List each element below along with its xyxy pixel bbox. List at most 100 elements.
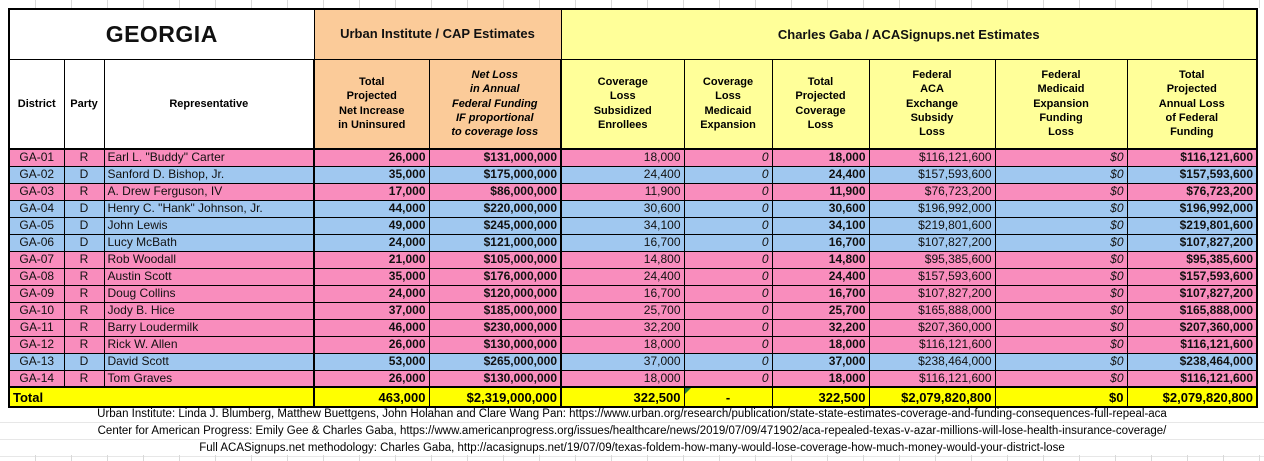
medicaid-expansion-cell[interactable]: 0 xyxy=(683,148,773,167)
net-increase-cell[interactable]: 49,000 xyxy=(313,216,430,235)
representative-cell[interactable]: Earl L. "Buddy" Carter xyxy=(103,148,315,167)
total-net-increase-cell[interactable]: 463,000 xyxy=(313,386,430,408)
column-header-exchange-subsidy-loss[interactable]: Federal ACA Exchange Subsidy Loss xyxy=(868,58,996,150)
total-coverage-loss-cell[interactable]: 11,900 xyxy=(771,182,870,201)
subsidized-enrollees-cell[interactable]: 32,200 xyxy=(560,318,685,337)
subsidized-enrollees-cell[interactable]: 30,600 xyxy=(560,199,685,218)
medicaid-funding-loss-cell[interactable]: $0 xyxy=(994,216,1128,235)
net-increase-cell[interactable]: 21,000 xyxy=(313,250,430,269)
district-cell[interactable]: GA-13 xyxy=(8,352,65,371)
total-coverage-loss-cell[interactable]: 18,000 xyxy=(771,148,870,167)
total-annual-loss-cell[interactable]: $219,801,600 xyxy=(1126,216,1258,235)
medicaid-funding-loss-cell[interactable]: $0 xyxy=(994,369,1128,388)
total-coverage-loss-cell[interactable]: 16,700 xyxy=(771,284,870,303)
representative-cell[interactable]: Rick W. Allen xyxy=(103,335,315,354)
net-increase-cell[interactable]: 44,000 xyxy=(313,199,430,218)
total-annual-loss-cell[interactable]: $76,723,200 xyxy=(1126,182,1258,201)
representative-cell[interactable]: David Scott xyxy=(103,352,315,371)
urban-institute-section-header[interactable]: Urban Institute / CAP Estimates xyxy=(313,8,562,60)
representative-cell[interactable]: Sanford D. Bishop, Jr. xyxy=(103,165,315,184)
representative-cell[interactable]: A. Drew Ferguson, IV xyxy=(103,182,315,201)
total-coverage-loss-cell[interactable]: 37,000 xyxy=(771,352,870,371)
total-label-cell[interactable]: Total xyxy=(8,386,315,408)
district-cell[interactable]: GA-10 xyxy=(8,301,65,320)
total-annual-loss-cell[interactable]: $157,593,600 xyxy=(1126,267,1258,286)
medicaid-funding-loss-cell[interactable]: $0 xyxy=(994,165,1128,184)
exchange-subsidy-loss-cell[interactable]: $95,385,600 xyxy=(868,250,996,269)
district-cell[interactable]: GA-03 xyxy=(8,182,65,201)
net-increase-cell[interactable]: 35,000 xyxy=(313,267,430,286)
total-coverage-loss-cell[interactable]: 32,200 xyxy=(771,318,870,337)
medicaid-funding-loss-cell[interactable]: $0 xyxy=(994,233,1128,252)
district-cell[interactable]: GA-09 xyxy=(8,284,65,303)
medicaid-expansion-cell[interactable]: 0 xyxy=(683,318,773,337)
net-loss-cell[interactable]: $176,000,000 xyxy=(428,267,562,286)
subsidized-enrollees-cell[interactable]: 25,700 xyxy=(560,301,685,320)
representative-cell[interactable]: Tom Graves xyxy=(103,369,315,388)
column-header-total-coverage-loss[interactable]: Total Projected Coverage Loss xyxy=(771,58,870,150)
net-loss-cell[interactable]: $185,000,000 xyxy=(428,301,562,320)
exchange-subsidy-loss-cell[interactable]: $157,593,600 xyxy=(868,165,996,184)
party-cell[interactable]: D xyxy=(63,216,105,235)
column-header-representative[interactable]: Representative xyxy=(103,58,315,150)
column-header-net-loss[interactable]: Net Loss in Annual Federal Funding IF pr… xyxy=(428,58,562,150)
total-coverage-loss-cell[interactable]: 25,700 xyxy=(771,301,870,320)
exchange-subsidy-loss-cell[interactable]: $219,801,600 xyxy=(868,216,996,235)
medicaid-funding-loss-cell[interactable]: $0 xyxy=(994,267,1128,286)
total-coverage-loss-cell[interactable]: 30,600 xyxy=(771,199,870,218)
party-cell[interactable]: R xyxy=(63,318,105,337)
party-cell[interactable]: R xyxy=(63,335,105,354)
total-coverage-loss-cell[interactable]: 16,700 xyxy=(771,233,870,252)
exchange-subsidy-loss-cell[interactable]: $238,464,000 xyxy=(868,352,996,371)
medicaid-funding-loss-cell[interactable]: $0 xyxy=(994,250,1128,269)
medicaid-funding-loss-cell[interactable]: $0 xyxy=(994,352,1128,371)
party-cell[interactable]: D xyxy=(63,352,105,371)
exchange-subsidy-loss-cell[interactable]: $116,121,600 xyxy=(868,335,996,354)
net-loss-cell[interactable]: $245,000,000 xyxy=(428,216,562,235)
total-annual-loss-cell[interactable]: $165,888,000 xyxy=(1126,301,1258,320)
net-increase-cell[interactable]: 26,000 xyxy=(313,148,430,167)
column-header-subsidized-enrollees[interactable]: Coverage Loss Subsidized Enrollees xyxy=(560,58,685,150)
total-medicaid-funding-cell[interactable]: $0 xyxy=(994,386,1128,408)
subsidized-enrollees-cell[interactable]: 18,000 xyxy=(560,335,685,354)
total-annual-loss-cell[interactable]: $207,360,000 xyxy=(1126,318,1258,337)
column-header-medicaid-funding-loss[interactable]: Federal Medicaid Expansion Funding Loss xyxy=(994,58,1128,150)
party-cell[interactable]: D xyxy=(63,233,105,252)
subsidized-enrollees-cell[interactable]: 11,900 xyxy=(560,182,685,201)
total-annual-loss-cell[interactable]: $116,121,600 xyxy=(1126,148,1258,167)
district-cell[interactable]: GA-12 xyxy=(8,335,65,354)
exchange-subsidy-loss-cell[interactable]: $157,593,600 xyxy=(868,267,996,286)
total-coverage-loss-cell[interactable]: 24,400 xyxy=(771,267,870,286)
medicaid-funding-loss-cell[interactable]: $0 xyxy=(994,335,1128,354)
subsidized-enrollees-cell[interactable]: 16,700 xyxy=(560,284,685,303)
total-medicaid-expansion-cell[interactable]: - xyxy=(683,386,773,408)
medicaid-expansion-cell[interactable]: 0 xyxy=(683,284,773,303)
district-cell[interactable]: GA-01 xyxy=(8,148,65,167)
total-coverage-loss-cell[interactable]: 322,500 xyxy=(771,386,870,408)
district-cell[interactable]: GA-08 xyxy=(8,267,65,286)
medicaid-funding-loss-cell[interactable]: $0 xyxy=(994,284,1128,303)
net-increase-cell[interactable]: 37,000 xyxy=(313,301,430,320)
exchange-subsidy-loss-cell[interactable]: $165,888,000 xyxy=(868,301,996,320)
subsidized-enrollees-cell[interactable]: 16,700 xyxy=(560,233,685,252)
total-annual-loss-cell[interactable]: $2,079,820,800 xyxy=(1126,386,1258,408)
charles-gaba-section-header[interactable]: Charles Gaba / ACASignups.net Estimates xyxy=(560,8,1258,60)
exchange-subsidy-loss-cell[interactable]: $207,360,000 xyxy=(868,318,996,337)
representative-cell[interactable]: Jody B. Hice xyxy=(103,301,315,320)
party-cell[interactable]: D xyxy=(63,199,105,218)
total-subsidized-cell[interactable]: 322,500 xyxy=(560,386,685,408)
net-increase-cell[interactable]: 26,000 xyxy=(313,369,430,388)
party-cell[interactable]: R xyxy=(63,284,105,303)
representative-cell[interactable]: John Lewis xyxy=(103,216,315,235)
column-header-party[interactable]: Party xyxy=(63,58,105,150)
district-cell[interactable]: GA-11 xyxy=(8,318,65,337)
net-increase-cell[interactable]: 24,000 xyxy=(313,233,430,252)
subsidized-enrollees-cell[interactable]: 24,400 xyxy=(560,267,685,286)
representative-cell[interactable]: Austin Scott xyxy=(103,267,315,286)
column-header-net-increase[interactable]: Total Projected Net Increase in Uninsure… xyxy=(313,58,430,150)
representative-cell[interactable]: Rob Woodall xyxy=(103,250,315,269)
net-loss-cell[interactable]: $120,000,000 xyxy=(428,284,562,303)
subsidized-enrollees-cell[interactable]: 14,800 xyxy=(560,250,685,269)
medicaid-expansion-cell[interactable]: 0 xyxy=(683,182,773,201)
subsidized-enrollees-cell[interactable]: 37,000 xyxy=(560,352,685,371)
